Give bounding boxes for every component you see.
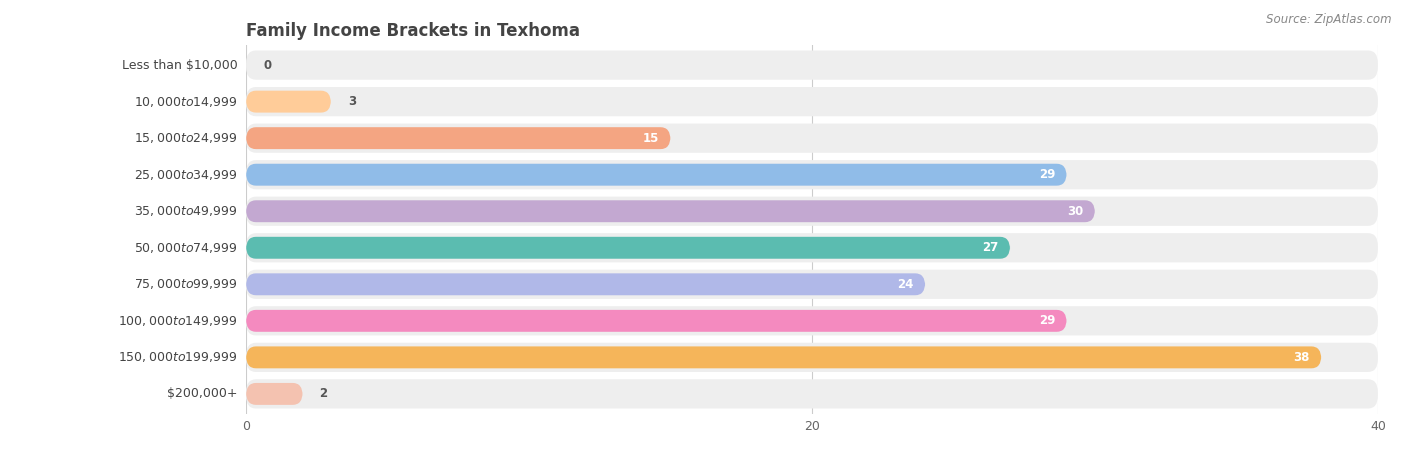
Text: $35,000 to $49,999: $35,000 to $49,999 [134, 204, 238, 218]
Text: $200,000+: $200,000+ [167, 387, 238, 400]
Text: $10,000 to $14,999: $10,000 to $14,999 [134, 94, 238, 108]
FancyBboxPatch shape [246, 164, 1067, 186]
FancyBboxPatch shape [246, 237, 1010, 259]
FancyBboxPatch shape [246, 346, 1322, 369]
FancyBboxPatch shape [246, 50, 1378, 80]
Text: Source: ZipAtlas.com: Source: ZipAtlas.com [1267, 14, 1392, 27]
FancyBboxPatch shape [246, 90, 330, 112]
Text: Less than $10,000: Less than $10,000 [122, 58, 238, 72]
FancyBboxPatch shape [246, 127, 671, 149]
Text: 29: 29 [1039, 168, 1056, 181]
FancyBboxPatch shape [246, 383, 302, 405]
FancyBboxPatch shape [246, 233, 1378, 262]
FancyBboxPatch shape [246, 124, 1378, 153]
Text: 29: 29 [1039, 315, 1056, 327]
Text: $150,000 to $199,999: $150,000 to $199,999 [118, 351, 238, 364]
FancyBboxPatch shape [246, 160, 1378, 189]
Text: 30: 30 [1067, 205, 1084, 218]
FancyBboxPatch shape [246, 87, 1378, 116]
Text: 27: 27 [983, 241, 998, 254]
Text: $100,000 to $149,999: $100,000 to $149,999 [118, 314, 238, 328]
FancyBboxPatch shape [246, 200, 1095, 222]
FancyBboxPatch shape [246, 273, 925, 295]
Text: $75,000 to $99,999: $75,000 to $99,999 [134, 277, 238, 291]
FancyBboxPatch shape [246, 343, 1378, 372]
FancyBboxPatch shape [246, 306, 1378, 335]
Text: 3: 3 [347, 95, 356, 108]
Text: $15,000 to $24,999: $15,000 to $24,999 [134, 131, 238, 145]
Text: 0: 0 [263, 58, 271, 72]
Text: 2: 2 [319, 387, 328, 400]
FancyBboxPatch shape [246, 197, 1378, 226]
FancyBboxPatch shape [246, 379, 1378, 409]
Text: 24: 24 [897, 278, 914, 291]
Text: $25,000 to $34,999: $25,000 to $34,999 [134, 168, 238, 182]
Text: Family Income Brackets in Texhoma: Family Income Brackets in Texhoma [246, 22, 581, 40]
FancyBboxPatch shape [246, 270, 1378, 299]
Text: $50,000 to $74,999: $50,000 to $74,999 [134, 241, 238, 255]
Text: 15: 15 [643, 132, 659, 144]
Text: 38: 38 [1294, 351, 1310, 364]
FancyBboxPatch shape [246, 310, 1067, 332]
